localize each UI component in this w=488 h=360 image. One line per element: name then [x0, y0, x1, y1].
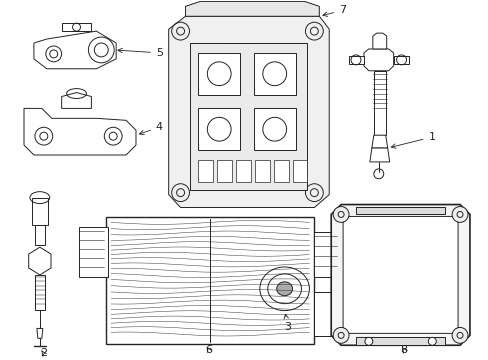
Polygon shape [372, 33, 386, 49]
Circle shape [427, 337, 435, 345]
Bar [254, 160, 269, 182]
Text: 2: 2 [40, 348, 47, 358]
Bar [314, 232, 339, 277]
Bar [198, 160, 213, 182]
Bar [79, 227, 108, 277]
Bar [292, 160, 307, 182]
Polygon shape [24, 108, 136, 155]
Polygon shape [393, 56, 407, 64]
Bar [273, 160, 288, 182]
Bar [35, 225, 45, 245]
Polygon shape [371, 135, 387, 148]
Ellipse shape [276, 282, 292, 296]
Polygon shape [363, 49, 393, 71]
Text: 5: 5 [118, 48, 163, 58]
Bar [35, 275, 45, 310]
Ellipse shape [259, 267, 309, 311]
Text: 4: 4 [139, 122, 163, 135]
Circle shape [364, 337, 372, 345]
Circle shape [332, 207, 348, 222]
Circle shape [332, 328, 348, 343]
Polygon shape [168, 16, 328, 207]
Text: 6: 6 [205, 345, 212, 355]
Polygon shape [343, 216, 457, 333]
Bar [217, 160, 232, 182]
Polygon shape [29, 247, 51, 275]
Bar [314, 292, 339, 336]
Polygon shape [34, 31, 116, 69]
Bar [253, 108, 295, 150]
Polygon shape [185, 1, 319, 16]
Bar [253, 53, 295, 95]
Circle shape [373, 169, 383, 179]
Polygon shape [61, 93, 91, 108]
Circle shape [451, 328, 467, 343]
Bar [198, 108, 240, 150]
Bar [355, 207, 444, 215]
Bar [106, 217, 314, 344]
Polygon shape [330, 204, 469, 345]
Bar [198, 53, 240, 95]
Polygon shape [61, 23, 91, 31]
Polygon shape [37, 328, 43, 338]
Circle shape [451, 207, 467, 222]
Bar [373, 71, 385, 135]
Polygon shape [348, 56, 363, 64]
Bar [236, 160, 250, 182]
Text: 1: 1 [390, 132, 434, 148]
Text: 8: 8 [400, 345, 407, 355]
Ellipse shape [267, 274, 301, 303]
Bar [32, 198, 48, 225]
Bar [190, 43, 307, 190]
Text: 7: 7 [322, 5, 346, 17]
Text: 3: 3 [284, 314, 291, 332]
Polygon shape [369, 148, 389, 162]
Bar [355, 337, 444, 345]
